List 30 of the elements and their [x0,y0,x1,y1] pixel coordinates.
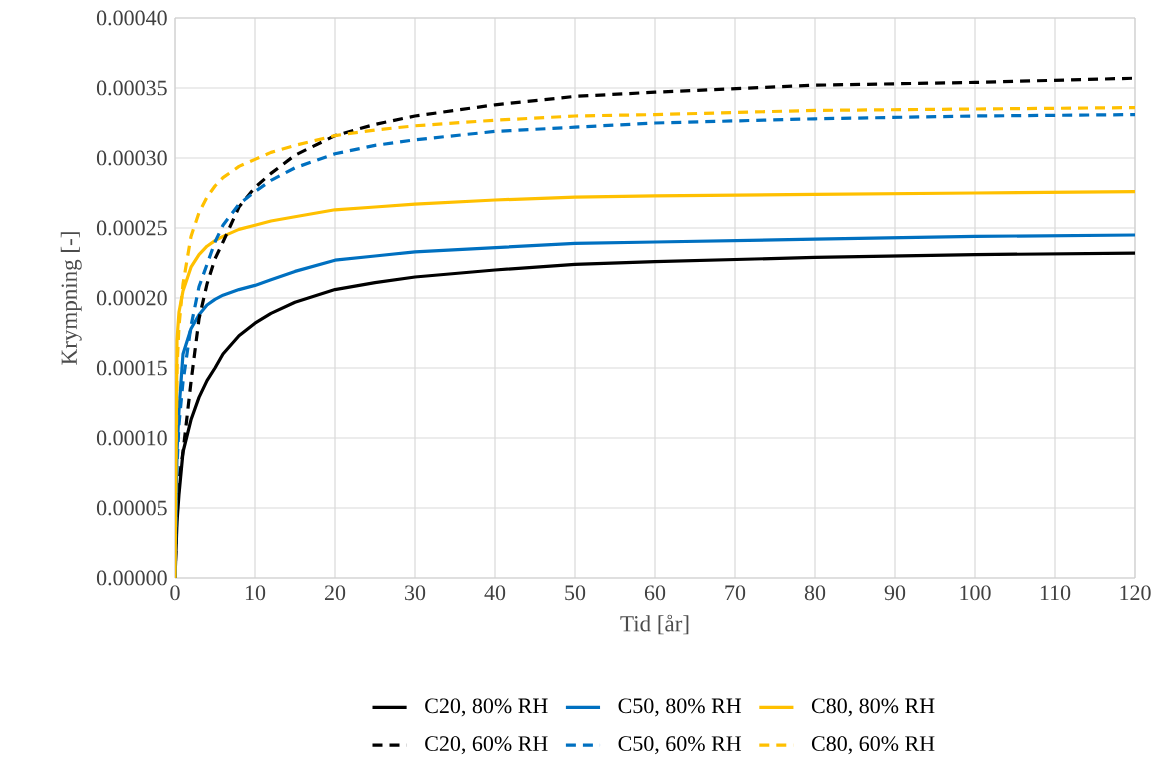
y-tick-label: 0.00030 [96,150,167,166]
legend-label: C20, 80% RH [425,698,548,717]
legend-label: C80, 80% RH [811,698,935,717]
y-tick-label: 0.00035 [96,80,167,96]
y-tick-label: 0.00040 [96,10,167,26]
x-tick-label: 100 [960,585,991,601]
x-axis-title: Tid [år] [620,614,689,635]
y-tick-label: 0.00025 [96,220,167,236]
y-axis-title: Krympning [-] [60,232,82,365]
x-tick-label: 30 [405,585,426,601]
x-tick-label: 0 [170,585,180,601]
x-tick-label: 110 [1040,585,1071,601]
x-tick-label: 50 [565,585,586,601]
legend-label: C50, 60% RH [618,736,742,755]
legend-label: C80, 60% RH [811,736,935,755]
y-tick-label: 0.00020 [96,290,167,306]
legend-label: C50, 80% RH [618,698,742,717]
y-tick-label: 0.00010 [96,430,167,446]
y-tick-label: 0.00005 [96,500,167,516]
x-tick-label: 60 [644,585,666,601]
x-tick-label: 80 [804,585,826,601]
x-tick-label: 90 [884,585,906,601]
legend-label: C20, 60% RH [425,736,548,755]
x-tick-label: 10 [245,585,266,601]
y-tick-label: 0.00015 [96,360,167,376]
x-tick-label: 40 [484,585,506,601]
x-tick-label: 70 [725,585,746,601]
x-tick-label: 20 [324,585,346,601]
y-tick-label: 0.00000 [96,570,167,586]
x-tick-label: 120 [1120,585,1151,601]
